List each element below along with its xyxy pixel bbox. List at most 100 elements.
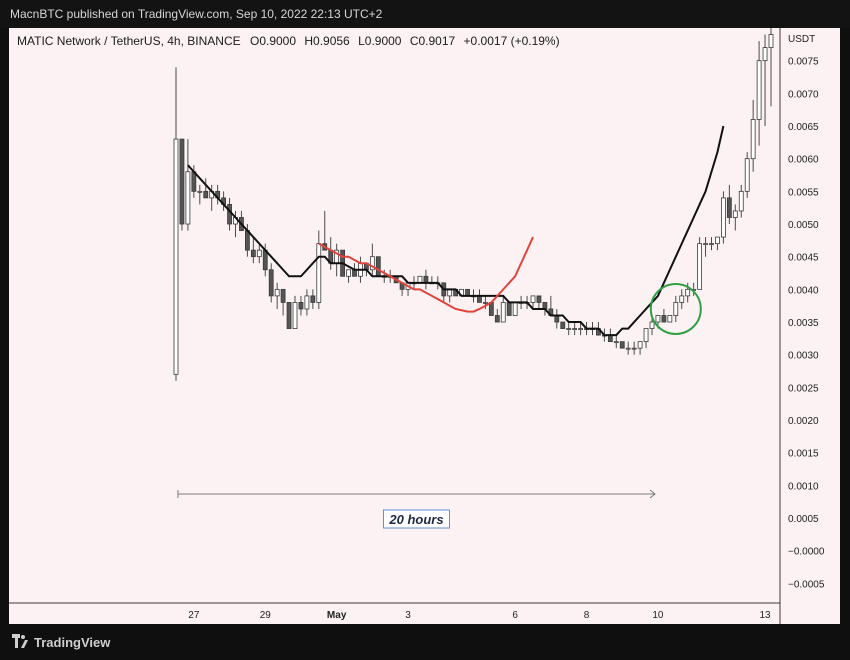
time-tick-label: 8 [584,610,590,621]
candle-bearish [560,321,566,329]
candle-bullish [197,190,203,193]
price-axis[interactable]: 0.0075 0.0070 0.0065 0.0060 0.0055 0.0050 0.00… [788,57,825,591]
candle-bullish [703,243,708,246]
price-tick-label: 0.0065 [788,122,819,133]
candle-bearish [250,249,256,258]
time-tick-label: 27 [188,610,200,621]
highlight-circle [649,282,702,335]
chart-legend: MATIC Network / TetherUS, 4h, BINANCE O0… [17,34,560,48]
candle-bullish [173,138,179,375]
candle-bullish [685,288,691,297]
chart-frame[interactable]: 20 hours 0.0075 0.0070 0.0065 0.0060 0.0055 0… [9,28,840,624]
annotations: 20 hours [177,282,702,529]
candle-bullish [679,295,685,303]
candle-bullish [738,190,744,212]
candle-bearish [203,190,209,199]
candle-bullish [697,243,702,290]
candle-bullish [631,347,637,350]
candle-bullish [637,341,643,349]
candle-bullish [655,315,661,323]
price-tick-label: 0.0020 [788,416,819,427]
price-tick-label: 0.0015 [788,449,819,460]
candle-bearish [536,295,542,303]
change-value: +0.0017 (+0.19%) [464,34,560,48]
currency-label: USDT [788,34,815,45]
candle-bullish [625,347,631,350]
candle-bullish [500,302,506,323]
brand-name: TradingView [34,635,111,650]
candle-bullish [369,256,375,271]
moving-averages [187,125,725,337]
candle-bullish [578,328,583,330]
publish-info: MacnBTC published on TradingView.com, Se… [10,7,383,21]
price-tick-label: 0.0030 [788,351,819,362]
candle-bullish [715,236,720,245]
candle-bullish [709,243,714,246]
candle-bullish [613,341,619,344]
tradingview-logo-icon [12,634,28,648]
candle-bearish [310,295,316,303]
price-tick-label: −0.0000 [788,547,825,558]
high-value: 0.9056 [313,34,350,48]
price-tick-label: 0.0025 [788,383,819,394]
footer-bar: TradingView [0,624,850,660]
date-range-label: 20 hours [388,512,443,527]
time-tick-label: 29 [260,610,272,621]
price-tick-label: 0.0035 [788,318,819,329]
candle-bearish [286,302,292,329]
open-value: 0.9000 [259,34,296,48]
candle-bullish [572,328,578,330]
candle-bullish [667,315,673,323]
candle-bullish [346,269,351,277]
price-tick-label: −0.0005 [788,579,825,590]
ema-fast-line [187,125,725,337]
price-tick-label: 0.0005 [788,514,819,525]
candle-bullish [750,119,756,160]
close-value: 0.9017 [418,34,455,48]
candle-bullish [292,302,298,329]
time-axis[interactable]: 27 29 May 3 6 8 10 13 [188,610,771,621]
candle-bullish [512,302,518,316]
candle-bullish [768,34,774,49]
date-range-label-box [382,509,450,529]
time-tick-label: 3 [405,610,411,621]
candle-bullish [762,47,768,62]
candle-bullish [649,321,655,329]
open-label: O [250,34,259,48]
time-tick-label: 10 [652,610,664,621]
svg-text:MATIC Network / TetherUS, 4h,: MATIC Network / TetherUS, 4h, BINANCE O0… [17,34,560,48]
date-range-arrow [649,489,656,499]
time-tick-label: May [327,610,347,621]
candle-bearish [619,341,625,349]
close-label: C [410,34,419,48]
price-tick-label: 0.0060 [788,155,819,166]
low-label: L [358,34,365,48]
price-tick-label: 0.0010 [788,481,819,492]
candle-bullish [566,328,572,330]
candle-bullish [643,328,649,343]
candle-bearish [179,138,185,225]
candle-bearish [661,315,667,323]
candle-bearish [298,302,304,310]
candle-bearish [280,288,286,303]
candle-bullish [721,197,726,238]
candle-bearish [375,256,381,277]
price-chart[interactable]: 20 hours 0.00750.00700.00650.00600.00550… [9,28,840,624]
time-tick-label: 13 [759,610,771,621]
candle-bullish [316,243,322,303]
publish-info-bar: MacnBTC published on TradingView.com, Se… [0,0,850,28]
candle-bullish [756,60,762,120]
low-value: 0.9000 [365,34,402,48]
candle-bullish [482,302,488,304]
candle-bearish [726,197,732,218]
candle-bullish [530,295,536,303]
price-tick-label: 0.0040 [788,285,819,296]
candle-bullish [185,171,191,225]
candle-bullish [304,295,310,310]
candle-bearish [494,315,500,323]
candle-bearish [506,302,512,316]
candle-bullish [673,302,679,316]
candle-bearish [488,302,494,316]
chart-title: MATIC Network / TetherUS, 4h, BINANCE [17,34,241,48]
